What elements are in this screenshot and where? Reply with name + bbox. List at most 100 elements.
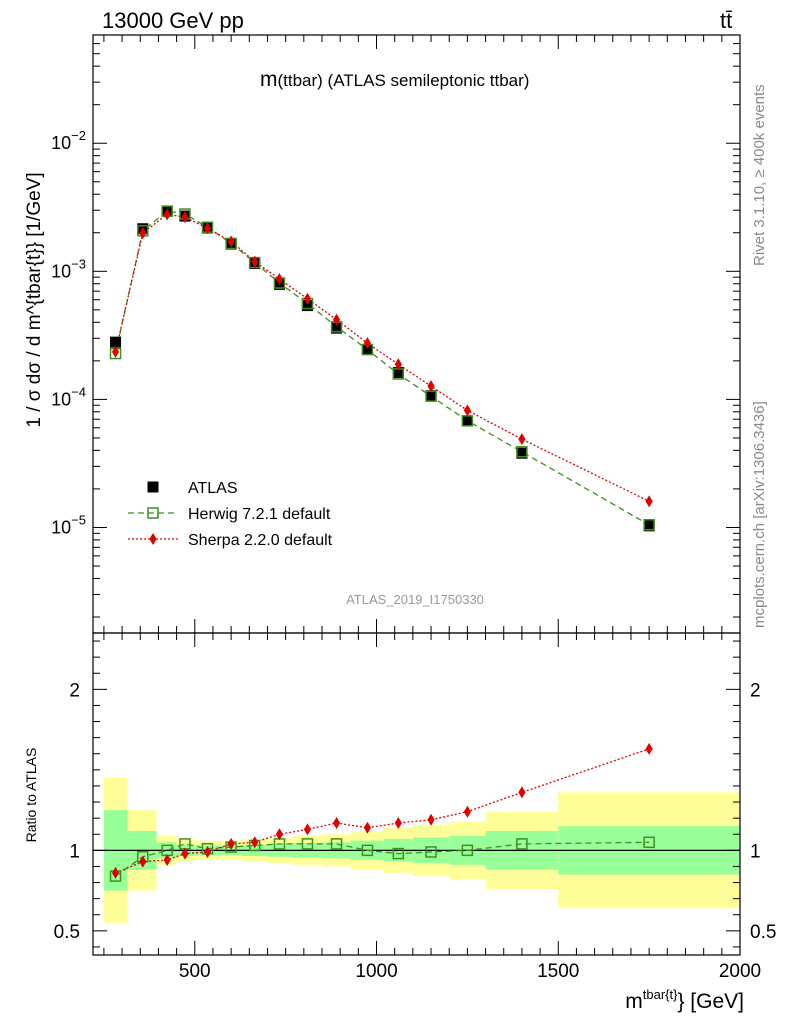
ratio-point-1-9: [332, 816, 341, 829]
main-point-2-6: [251, 255, 259, 268]
main-point-2-1: [139, 227, 147, 240]
main-point-0-15: [643, 520, 655, 532]
main-point-2-14: [518, 433, 526, 446]
energy-label: 13000 GeV pp: [102, 8, 244, 33]
x-axis-label-sup: tbar{t}: [643, 987, 678, 1002]
ratio-point-1-15: [645, 742, 653, 755]
ratio-xtick-label: 1500: [537, 961, 579, 982]
main-title-rest: (ttbar) (ATLAS semileptonic ttbar): [278, 71, 530, 90]
main-y-axis-label-text: 1 / σ dσ / d m^{tbar{t}} [1/GeV]: [24, 172, 45, 427]
legend-label-1: Herwig 7.2.1 default: [188, 506, 331, 523]
main-point-0-9: [331, 322, 343, 334]
ratio-point-1-0: [111, 866, 120, 879]
main-point-2-3: [181, 211, 189, 224]
legend-label-0: ATLAS: [188, 480, 238, 497]
main-ytick-label: 10−2: [51, 128, 86, 153]
ratio-point-0-8: [301, 838, 314, 850]
main-point-0-13: [461, 415, 473, 427]
ratio-point-0-10: [361, 844, 374, 857]
ratio-ytick-label-right: 0.5: [750, 922, 776, 943]
main-ytick-label-base: 10: [51, 133, 71, 153]
main-point-2-5: [227, 235, 235, 248]
main-point-0-0: [110, 336, 122, 348]
main-ytick-label-base: 10: [51, 261, 71, 281]
ratio-point-1-12: [427, 813, 435, 826]
ratio-point-1-3: [181, 847, 189, 860]
ratio-series-line-0: [115, 841, 650, 877]
ratio-y-axis-label: Ratio to ATLAS: [23, 748, 39, 843]
main-ytick-label-base: 10: [51, 389, 71, 409]
legend: ATLAS Herwig 7.2.1 default Sherpa 2.2.0 de…: [128, 480, 333, 549]
ratio-point-0-14: [516, 838, 528, 850]
ratio-point-1-1: [139, 855, 147, 868]
ratio-point-1-13: [463, 805, 471, 818]
ratio-point-1-7: [275, 828, 284, 841]
ratio-point-0-13: [461, 844, 474, 857]
ratio-ytick-label-right: 1: [750, 841, 761, 862]
x-axis-label-base: m: [625, 990, 643, 1013]
ratio-point-0-11: [392, 847, 405, 860]
ratio-xtick-label: 2000: [719, 961, 761, 982]
main-ytick-label-exp: −4: [71, 384, 86, 399]
ratio-point-0-15: [643, 836, 655, 849]
ratio-ytick-label-left: 1: [69, 841, 80, 862]
ratio-ytick-label-left: 2: [69, 680, 80, 701]
main-point-2-7: [275, 273, 284, 286]
watermark: ATLAS_2019_I1750330: [346, 592, 484, 607]
ratio-point-1-6: [251, 836, 259, 849]
main-point-2-10: [363, 337, 372, 350]
ratio-point-1-4: [203, 845, 212, 858]
main-point-1-15: [643, 519, 655, 531]
main-title: m(ttbar) (ATLAS semileptonic ttbar): [260, 68, 529, 91]
main-point-0-14: [516, 447, 528, 459]
mcplots-label: mcplots.cern.ch [arXiv:1306.3436]: [751, 401, 768, 628]
ratio-ytick-label-right: 2: [750, 680, 761, 701]
main-point-2-0: [111, 345, 120, 358]
rivet-label: Rivet 3.1.10, ≥ 400k events: [751, 84, 768, 266]
ratio-point-0-9: [330, 838, 343, 850]
ratio-point-1-10: [363, 821, 372, 834]
main-y-axis-label: 1 / σ dσ / d m^{tbar{t}} [1/GeV]: [24, 172, 45, 427]
main-ytick-label: 10−4: [51, 384, 86, 409]
main-point-1-14: [516, 446, 528, 458]
main-point-0-11: [392, 367, 404, 379]
process-label: tt̄: [720, 8, 732, 33]
main-point-2-4: [203, 222, 212, 235]
main-ytick-label-base: 10: [51, 517, 71, 537]
main-ytick-label: 10−3: [51, 256, 86, 281]
ratio-point-1-14: [518, 786, 526, 799]
main-ytick-label: 10−5: [51, 512, 86, 537]
main-title-symbol: m: [260, 68, 278, 91]
main-point-2-11: [394, 358, 402, 371]
main-point-0-10: [361, 344, 373, 356]
main-point-0-12: [425, 390, 437, 402]
legend-label-2: Sherpa 2.2.0 default: [188, 532, 333, 549]
x-axis-label-unit: } [GeV]: [677, 990, 744, 1013]
legend-marker-1: [147, 507, 159, 519]
ratio-panel: 0.5 0.5 1 1 2 2 500 1000 1500 2000 Ratio to ATLAS…: [23, 632, 776, 1013]
main-ytick-label-exp: −2: [71, 128, 86, 143]
main-series-line-2: [114, 213, 650, 502]
main-point-2-2: [163, 208, 171, 221]
ratio-series-line-1: [115, 748, 650, 874]
x-axis-label: mtbar{t}} [GeV]: [625, 987, 744, 1013]
ratio-point-1-5: [227, 837, 235, 850]
main-point-2-15: [645, 495, 653, 508]
ratio-point-1-8: [303, 823, 312, 836]
main-ytick-label-exp: −3: [71, 256, 86, 271]
main-point-0-8: [301, 300, 313, 312]
main-panel: 10−510−410−310−2 m(ttbar) (ATLAS semilep…: [24, 34, 741, 634]
legend-marker-2: [149, 533, 157, 545]
main-point-2-12: [427, 380, 435, 393]
legend-marker-0: [147, 481, 159, 493]
main-point-2-8: [303, 292, 312, 305]
ratio-point-0-12: [425, 846, 437, 858]
main-point-2-13: [463, 404, 471, 417]
main-point-2-9: [332, 313, 341, 326]
ratio-xtick-label: 1000: [355, 961, 397, 982]
ratio-point-1-11: [394, 816, 402, 829]
main-ytick-label-exp: −5: [71, 512, 86, 527]
ratio-point-1-2: [163, 854, 171, 867]
ratio-xtick-label: 500: [179, 961, 211, 982]
